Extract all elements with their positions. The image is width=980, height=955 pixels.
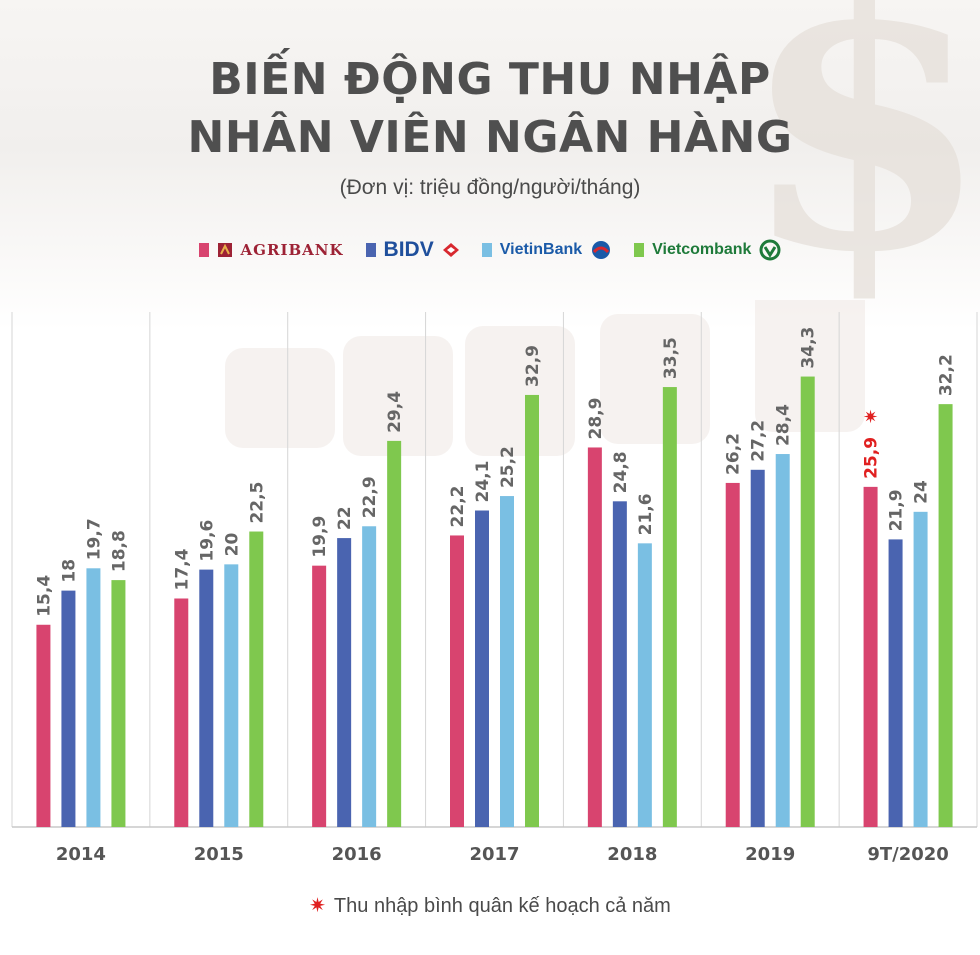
bar-0-5 <box>725 482 740 827</box>
bar-0-4 <box>587 447 602 827</box>
bar-1-5 <box>750 469 765 827</box>
legend-label-bidv: BIDV <box>383 238 434 261</box>
bar-3-2 <box>387 440 402 827</box>
bar-0-1 <box>174 598 189 827</box>
value-label-1-2: 22 <box>335 506 355 530</box>
value-label-3-1: 22,5 <box>247 482 267 524</box>
legend-item-vietinbank: VietinBank <box>481 239 612 261</box>
x-tick-label-1: 2015 <box>194 844 244 865</box>
bar-3-0 <box>111 580 126 827</box>
bidv-logo-icon <box>442 243 459 257</box>
value-label-0-3: 22,2 <box>448 486 468 528</box>
x-tick-label-0: 2014 <box>56 844 106 865</box>
legend-swatch-agribank <box>198 243 209 257</box>
chart-title-line1: BIẾN ĐỘNG THU NHẬP <box>209 54 771 105</box>
value-label-0-5: 26,2 <box>724 433 744 475</box>
value-label-1-4: 24,8 <box>611 451 631 493</box>
chart-title-line2: NHÂN VIÊN NGÂN HÀNG <box>187 112 793 163</box>
bar-0-3 <box>450 535 464 827</box>
value-label-1-1: 19,6 <box>197 520 217 562</box>
coin-stack-decoration-4 <box>755 300 865 432</box>
bar-2-0 <box>86 568 101 827</box>
plan-marker-icon: ✷ <box>309 895 326 917</box>
chart-subtitle: (Đơn vị: triệu đồng/người/tháng) <box>339 176 641 199</box>
legend: AGRIBANK BIDV VietinBank Vietcombank <box>0 238 980 262</box>
value-label-1-5: 27,2 <box>749 420 769 462</box>
bar-1-6 <box>888 539 903 827</box>
bar-0-6 <box>863 486 878 827</box>
bar-0-2 <box>312 565 327 827</box>
bar-2-6 <box>913 511 928 827</box>
value-label-3-3: 32,9 <box>523 345 543 387</box>
value-label-1-6: 21,9 <box>887 489 907 531</box>
value-label-2-5: 28,4 <box>774 404 794 446</box>
bar-3-1 <box>249 531 264 827</box>
header-background <box>0 0 980 330</box>
vietinbank-logo-icon <box>592 241 611 259</box>
bar-2-4 <box>637 543 652 827</box>
value-label-2-4: 21,6 <box>636 493 656 535</box>
footnote-text: Thu nhập bình quân kế hoạch cả năm <box>333 895 671 917</box>
agribank-logo-icon <box>217 243 232 257</box>
bar-2-5 <box>775 454 790 827</box>
value-label-0-6: 25,9 <box>862 437 882 479</box>
bar-1-3 <box>475 510 489 827</box>
value-label-2-6: 24 <box>912 480 932 504</box>
bar-3-4 <box>662 387 677 827</box>
value-label-1-0: 18 <box>59 559 79 583</box>
value-label-3-5: 34,3 <box>799 327 819 369</box>
value-label-2-2: 22,9 <box>360 476 380 518</box>
value-label-3-2: 29,4 <box>385 391 405 433</box>
legend-label-agribank: AGRIBANK <box>240 241 344 259</box>
coin-stack-decoration-0 <box>225 348 335 448</box>
value-label-2-0: 19,7 <box>84 518 104 560</box>
coin-stack-decoration-2 <box>465 326 575 456</box>
vietcombank-logo-icon <box>759 239 781 261</box>
bar-1-4 <box>612 501 627 827</box>
bar-2-2 <box>362 526 377 827</box>
x-tick-label-4: 2018 <box>607 844 657 865</box>
value-label-3-4: 33,5 <box>661 337 681 379</box>
value-label-0-0: 15,4 <box>34 575 54 617</box>
bar-1-2 <box>337 538 352 827</box>
bar-3-6 <box>938 404 953 827</box>
bar-1-0 <box>61 590 76 827</box>
legend-label-vietinbank: VietinBank <box>499 241 583 258</box>
value-label-0-1: 17,4 <box>172 548 192 590</box>
value-label-3-6: 32,2 <box>937 354 957 396</box>
value-label-3-0: 18,8 <box>109 530 129 572</box>
value-label-0-2: 19,9 <box>310 516 330 558</box>
bar-2-1 <box>224 564 239 827</box>
value-label-1-3: 24,1 <box>473 461 493 503</box>
value-label-0-4: 28,9 <box>586 398 606 440</box>
legend-swatch-vietinbank <box>481 243 492 257</box>
bar-2-3 <box>500 496 514 827</box>
legend-swatch-vietcombank <box>634 243 645 257</box>
legend-item-bidv: BIDV <box>365 238 460 262</box>
legend-label-vietcombank: Vietcombank <box>652 241 752 258</box>
legend-swatch-bidv <box>365 243 376 257</box>
bar-1-1 <box>199 569 214 827</box>
legend-item-vietcombank: Vietcombank <box>634 239 781 261</box>
bar-3-5 <box>800 376 815 827</box>
x-tick-label-5: 2019 <box>745 844 795 865</box>
coin-stack-decoration-3 <box>600 314 710 444</box>
x-tick-label-6: 9T/2020 <box>867 844 948 865</box>
x-tick-label-3: 2017 <box>469 844 519 865</box>
value-label-2-3: 25,2 <box>498 446 518 488</box>
highlight-marker-icon: ✷ <box>863 407 878 427</box>
bar-0-0 <box>36 624 51 827</box>
legend-item-agribank: AGRIBANK <box>198 241 344 259</box>
value-label-2-1: 20 <box>222 533 242 557</box>
bar-3-3 <box>525 394 539 827</box>
footnote: ✷ Thu nhập bình quân kế hoạch cả năm <box>0 893 980 918</box>
x-tick-label-2: 2016 <box>332 844 382 865</box>
